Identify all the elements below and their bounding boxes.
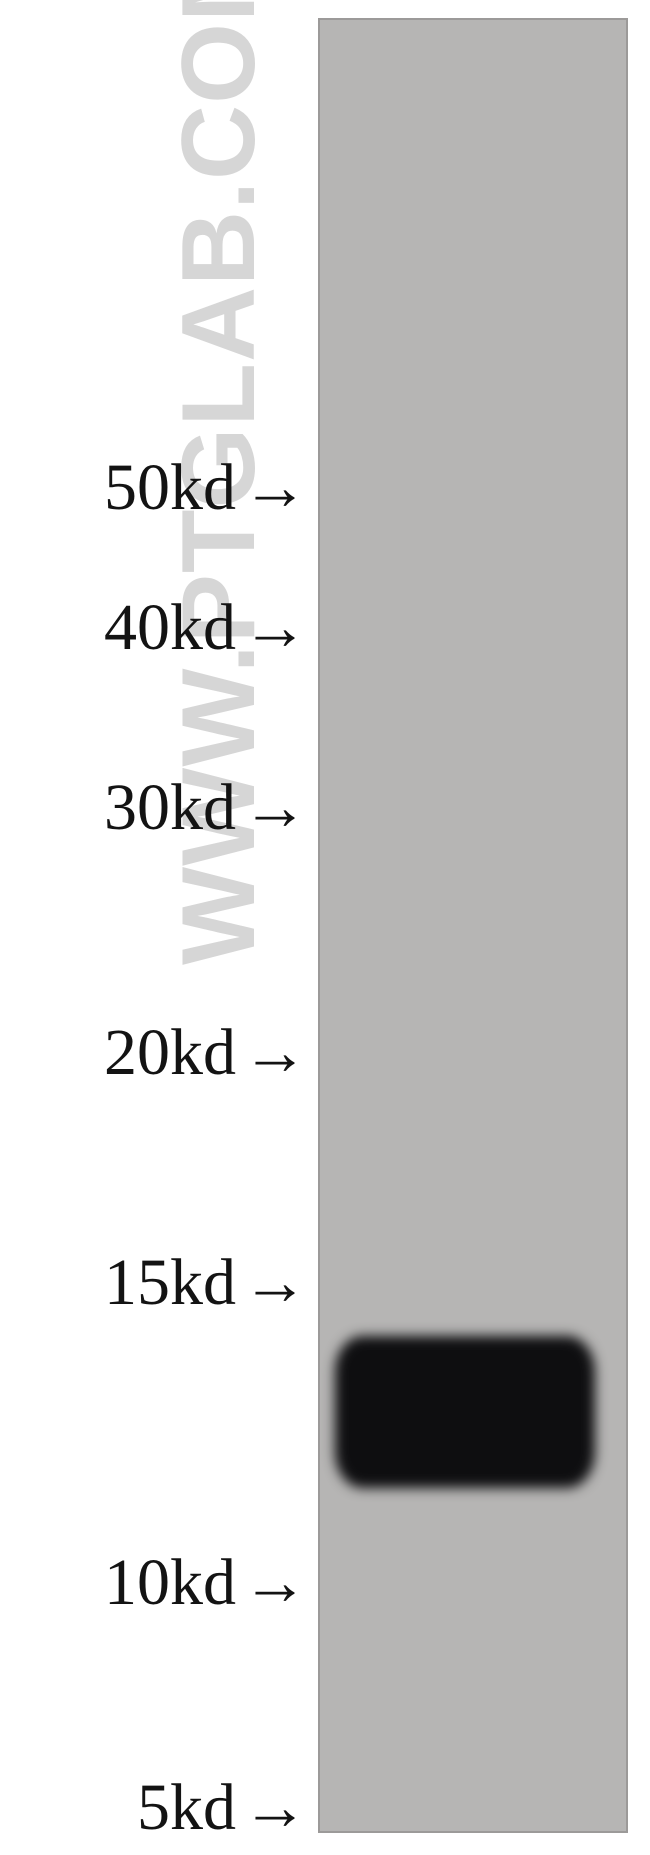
mw-marker-label: 40kd [104,590,236,666]
arrow-icon: → [242,1245,308,1321]
mw-marker-label: 50kd [104,450,236,526]
mw-marker: 50kd → [104,450,308,526]
mw-marker-label: 30kd [104,770,236,846]
arrow-icon: → [242,590,308,666]
mw-marker-label: 20kd [104,1015,236,1091]
blot-lane [318,18,628,1833]
arrow-icon: → [242,450,308,526]
arrow-icon: → [242,770,308,846]
mw-marker-label: 15kd [104,1245,236,1321]
mw-marker: 5kd → [137,1770,308,1846]
mw-marker-label: 10kd [104,1545,236,1621]
mw-marker: 10kd → [104,1545,308,1621]
mw-marker: 40kd → [104,590,308,666]
arrow-icon: → [242,1770,308,1846]
arrow-icon: → [242,1545,308,1621]
figure-canvas: WWW.PTGLAB.COM 50kd → 40kd → 30kd → 20kd… [0,0,650,1855]
mw-marker: 20kd → [104,1015,308,1091]
mw-marker: 30kd → [104,770,308,846]
mw-marker-label: 5kd [137,1770,236,1846]
mw-marker: 15kd → [104,1245,308,1321]
arrow-icon: → [242,1015,308,1091]
protein-band [335,1336,595,1488]
